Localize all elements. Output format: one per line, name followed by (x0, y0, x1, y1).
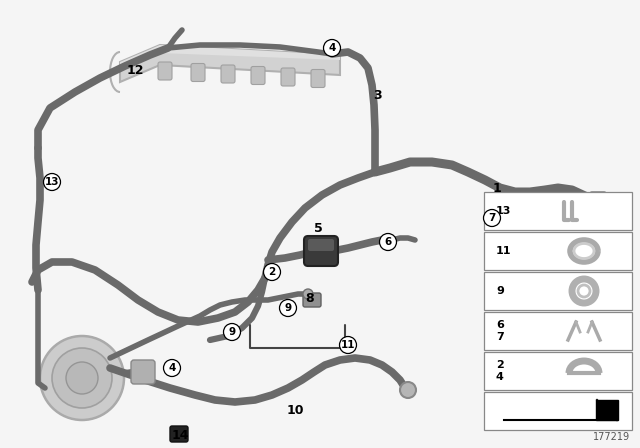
Bar (484, 192, 632, 230)
Text: 12: 12 (126, 64, 144, 77)
Circle shape (303, 289, 313, 299)
Circle shape (163, 359, 180, 376)
Bar (484, 352, 632, 390)
FancyBboxPatch shape (281, 68, 295, 86)
Text: 9: 9 (228, 327, 236, 337)
Text: 5: 5 (314, 221, 323, 234)
Text: 4: 4 (328, 43, 336, 53)
FancyBboxPatch shape (590, 192, 606, 208)
Text: 10: 10 (286, 404, 304, 417)
FancyBboxPatch shape (303, 293, 321, 307)
Polygon shape (596, 400, 618, 420)
Circle shape (578, 285, 590, 297)
FancyBboxPatch shape (158, 62, 172, 80)
Text: 13: 13 (45, 177, 60, 187)
Circle shape (323, 39, 340, 56)
Circle shape (40, 336, 124, 420)
FancyBboxPatch shape (191, 64, 205, 82)
FancyBboxPatch shape (131, 360, 155, 384)
Circle shape (483, 210, 500, 227)
Circle shape (380, 233, 397, 250)
Text: 7: 7 (488, 213, 496, 223)
Circle shape (339, 336, 356, 353)
Circle shape (44, 173, 61, 190)
Circle shape (264, 263, 280, 280)
Bar (484, 312, 632, 350)
Text: 4: 4 (168, 363, 176, 373)
Circle shape (52, 348, 112, 408)
Text: 6: 6 (385, 237, 392, 247)
Text: 9: 9 (496, 286, 504, 296)
Polygon shape (120, 45, 340, 82)
FancyBboxPatch shape (308, 239, 334, 251)
Circle shape (280, 300, 296, 316)
Text: 2
4: 2 4 (496, 360, 504, 382)
Text: 8: 8 (306, 292, 314, 305)
Polygon shape (120, 45, 340, 68)
Text: 9: 9 (284, 303, 292, 313)
Circle shape (400, 382, 416, 398)
Circle shape (223, 323, 241, 340)
Circle shape (66, 362, 98, 394)
FancyBboxPatch shape (251, 66, 265, 85)
Text: 11: 11 (340, 340, 355, 350)
FancyBboxPatch shape (170, 426, 188, 442)
FancyBboxPatch shape (221, 65, 235, 83)
Text: 14: 14 (172, 428, 189, 441)
Text: 13: 13 (496, 206, 511, 216)
Text: 11: 11 (496, 246, 511, 256)
Text: 177219: 177219 (593, 432, 630, 442)
Text: 2: 2 (268, 267, 276, 277)
Bar (484, 392, 632, 430)
FancyBboxPatch shape (311, 69, 325, 87)
Bar (484, 272, 632, 310)
Bar (484, 232, 632, 270)
FancyBboxPatch shape (304, 236, 338, 266)
Text: 1: 1 (493, 181, 501, 194)
Text: 3: 3 (374, 89, 382, 102)
Text: 6
7: 6 7 (496, 320, 504, 342)
